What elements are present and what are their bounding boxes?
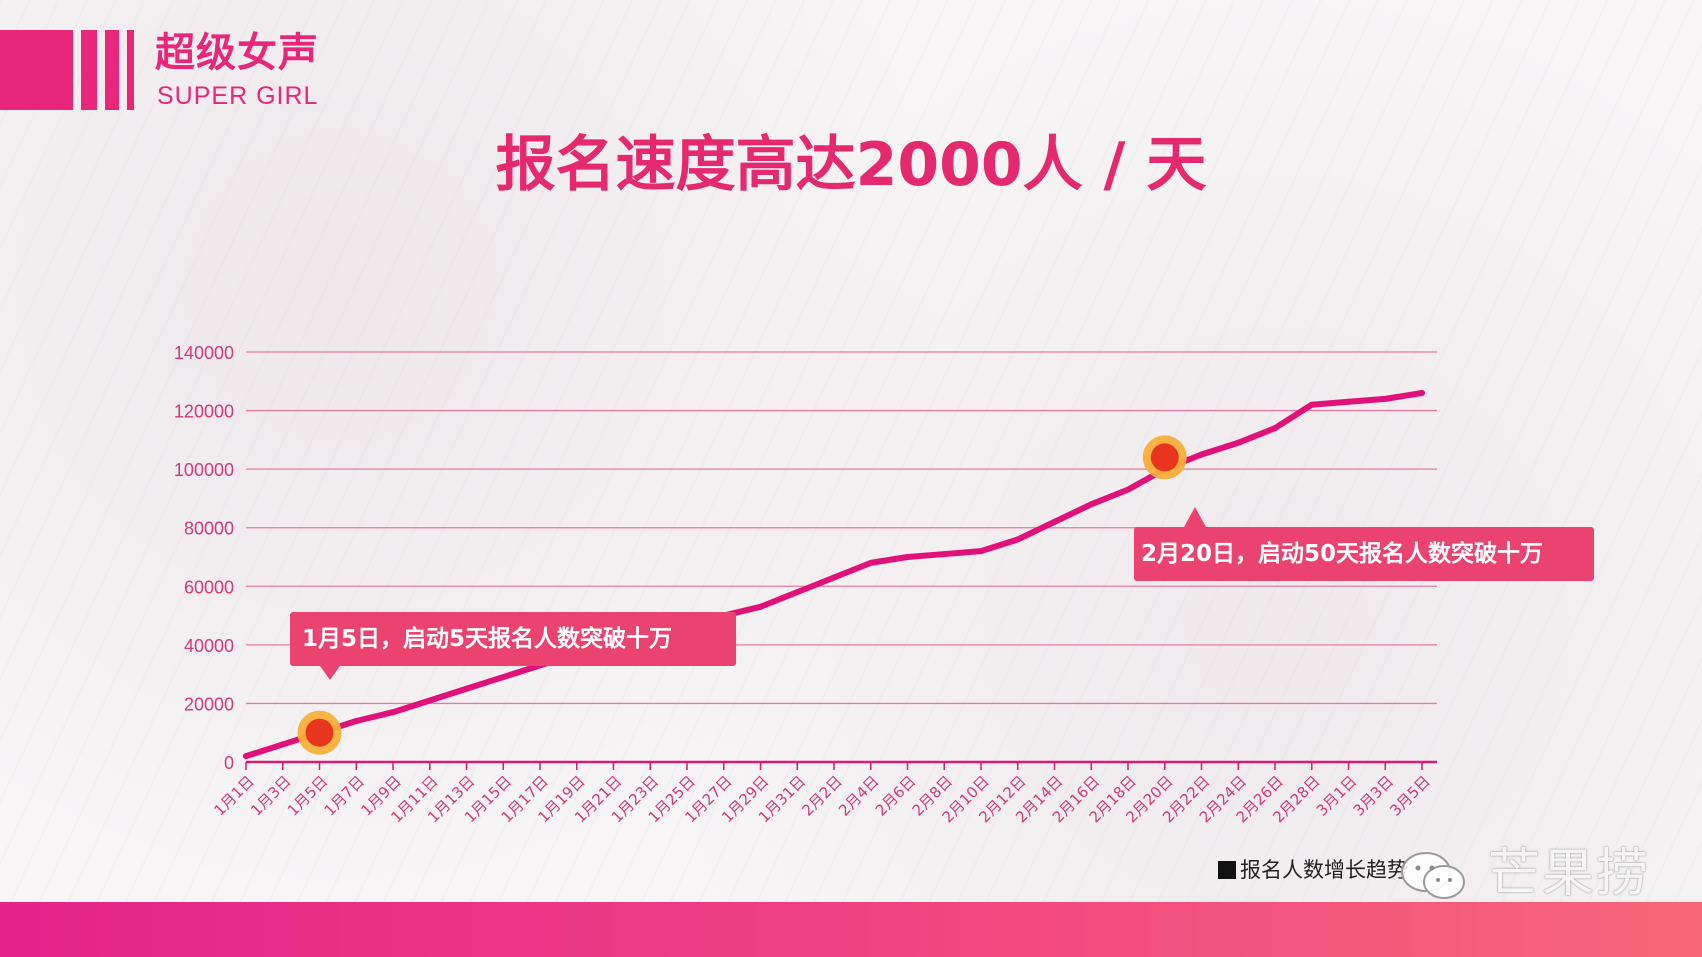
x-tick-label: 3月3日 bbox=[1350, 772, 1397, 819]
data-point bbox=[1088, 501, 1095, 508]
data-point bbox=[1198, 451, 1205, 458]
highlight-marker-center bbox=[1150, 443, 1179, 472]
data-point bbox=[831, 574, 837, 581]
x-tick-label: 2月6日 bbox=[872, 772, 919, 819]
y-tick-label: 140000 bbox=[174, 343, 234, 363]
legend-label: 报名人数增长趋势 bbox=[1240, 858, 1408, 882]
data-point bbox=[794, 589, 801, 596]
data-point bbox=[390, 709, 396, 716]
logo-stripe bbox=[81, 30, 97, 110]
bottom-band bbox=[0, 902, 1702, 957]
y-tick-label: 0 bbox=[224, 753, 234, 773]
data-point bbox=[904, 554, 911, 560]
data-point bbox=[1345, 398, 1352, 405]
callout-feb20: 2月20日，启动50天报名人数突破十万 bbox=[1134, 507, 1594, 581]
data-point bbox=[757, 603, 764, 610]
y-tick-label: 80000 bbox=[184, 519, 234, 539]
data-point bbox=[1014, 536, 1021, 543]
chart-legend: 报名人数增长趋势 bbox=[1218, 858, 1408, 882]
callout-jan5: 1月5日，启动5天报名人数突破十万 bbox=[290, 612, 736, 680]
x-tick-label: 2月2日 bbox=[798, 772, 845, 819]
data-point bbox=[1125, 486, 1131, 493]
data-point bbox=[867, 559, 874, 566]
logo-stripe bbox=[127, 30, 134, 110]
x-tick-label: 3月1日 bbox=[1313, 772, 1360, 819]
data-point bbox=[978, 548, 984, 555]
highlight-marker-center bbox=[305, 718, 334, 747]
watermark: 芒果捞 bbox=[1398, 840, 1698, 910]
slide-title: 报名速度高达2000人 / 天 bbox=[495, 130, 1207, 200]
y-tick-label: 20000 bbox=[184, 694, 234, 714]
data-point bbox=[1382, 395, 1389, 402]
x-tick-label: 3月5日 bbox=[1386, 772, 1433, 819]
x-tick-label: 1月3日 bbox=[247, 772, 294, 819]
data-point bbox=[1308, 401, 1315, 408]
x-tick-label: 2月4日 bbox=[835, 772, 882, 819]
data-point bbox=[941, 551, 948, 558]
legend-swatch bbox=[1218, 861, 1236, 879]
logo-stripe bbox=[105, 30, 119, 110]
x-tick-label: 1月1日 bbox=[210, 772, 257, 819]
y-tick-label: 60000 bbox=[184, 577, 234, 597]
data-point bbox=[1419, 390, 1425, 396]
data-point bbox=[353, 718, 360, 724]
logo-block bbox=[0, 30, 73, 110]
x-tick-label: 1月5日 bbox=[284, 772, 331, 819]
y-tick-label: 120000 bbox=[174, 402, 234, 422]
wechat-icon bbox=[1401, 852, 1465, 899]
data-point bbox=[426, 697, 433, 704]
data-point bbox=[500, 674, 507, 681]
super-girl-logo: 超级女声 SUPER GIRL bbox=[0, 30, 340, 110]
data-point bbox=[1051, 518, 1058, 525]
x-tick-label: 1月7日 bbox=[321, 772, 368, 819]
logo-chinese-text: 超级女声 bbox=[155, 30, 319, 76]
watermark-text: 芒果捞 bbox=[1488, 844, 1651, 904]
data-point bbox=[1235, 439, 1242, 446]
logo-english-text: SUPER GIRL bbox=[157, 82, 319, 110]
data-point bbox=[279, 741, 286, 748]
data-point bbox=[463, 685, 470, 692]
data-point bbox=[1272, 425, 1278, 432]
y-tick-label: 100000 bbox=[174, 460, 234, 480]
data-point bbox=[243, 753, 249, 760]
y-tick-label: 40000 bbox=[184, 636, 234, 656]
